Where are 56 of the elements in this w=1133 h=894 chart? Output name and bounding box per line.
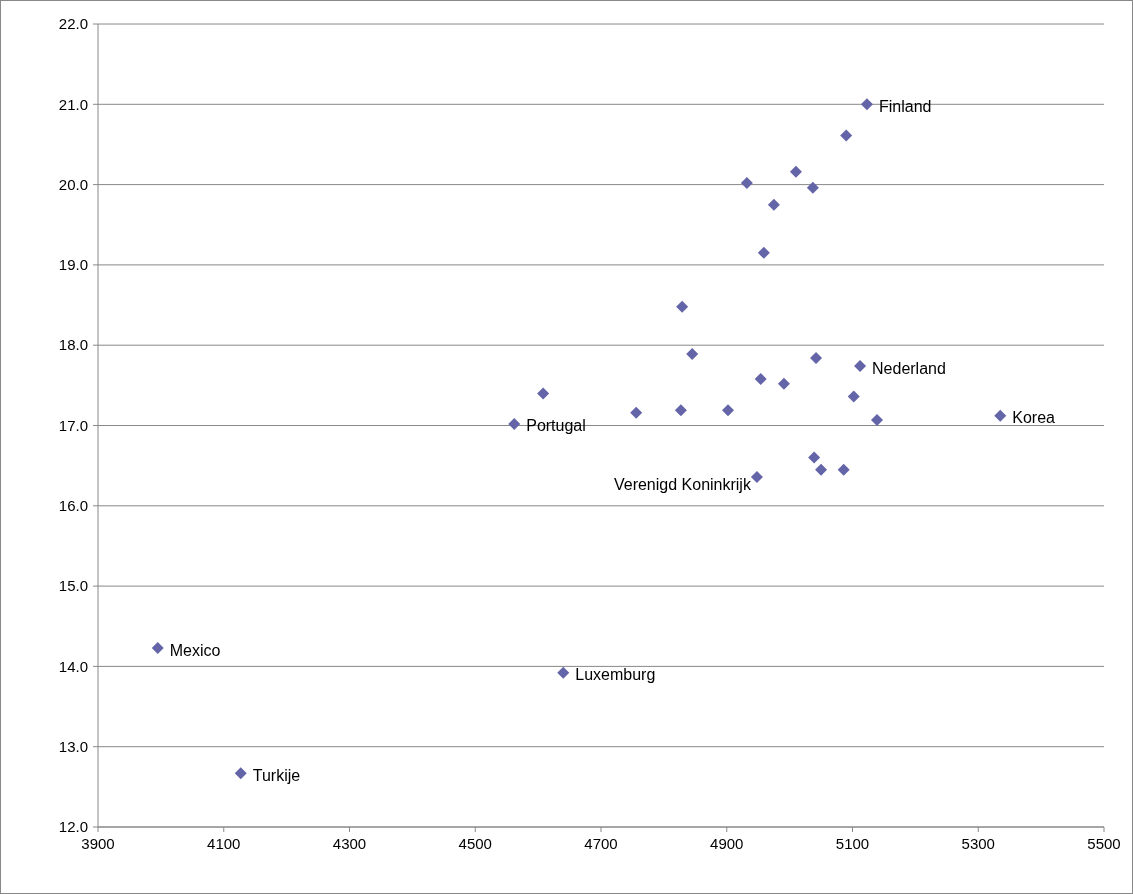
y-tick-label: 17.0: [58, 416, 88, 434]
x-tick-label: 4500: [458, 835, 492, 852]
point: [537, 387, 550, 400]
y-tick-label: 13.0: [58, 737, 88, 755]
point: [840, 129, 853, 142]
point: [750, 470, 763, 483]
point: [994, 409, 1007, 422]
y-tick-label: 18.0: [58, 336, 88, 354]
point: [151, 641, 164, 654]
point: [234, 767, 247, 780]
annotation: Verenigd Koninkrijk: [613, 476, 752, 494]
point: [754, 372, 767, 385]
annotation: Luxemburg: [575, 666, 656, 684]
y-tick-label: 15.0: [58, 577, 88, 595]
x-tick-label: 4300: [332, 835, 367, 852]
point: [854, 360, 867, 373]
annotation: Nederland: [872, 359, 946, 377]
point: [808, 451, 821, 464]
point: [789, 165, 802, 178]
point: [674, 404, 687, 417]
annotation: Mexico: [169, 641, 221, 659]
point: [557, 666, 570, 679]
point: [871, 413, 884, 426]
annotation: Turkije: [252, 766, 301, 784]
point: [757, 246, 770, 259]
point: [815, 463, 828, 476]
point: [860, 98, 873, 111]
annotation: Korea: [1012, 409, 1056, 427]
point: [630, 406, 643, 419]
point: [767, 198, 780, 211]
annotation: Finland: [878, 97, 932, 115]
x-tick-label: 5500: [1087, 835, 1121, 852]
y-tick-label: 12.0: [58, 818, 88, 836]
point: [847, 390, 860, 403]
y-tick-label: 22.0: [58, 15, 88, 33]
point: [777, 377, 790, 390]
point: [676, 300, 689, 313]
annotation: Portugal: [526, 417, 586, 435]
y-tick-label: 14.0: [58, 657, 88, 675]
point: [740, 176, 753, 189]
x-tick-label: 3900: [81, 835, 115, 852]
y-tick-label: 19.0: [58, 256, 88, 274]
y-tick-label: 20.0: [58, 175, 88, 193]
point: [722, 404, 735, 417]
point: [508, 417, 521, 430]
x-tick-label: 5100: [835, 835, 870, 852]
y-tick-label: 16.0: [58, 497, 88, 515]
point: [806, 181, 819, 194]
point: [837, 463, 850, 476]
point: [810, 352, 823, 365]
x-tick-label: 4100: [207, 835, 241, 852]
x-tick-label: 4700: [584, 835, 618, 852]
x-tick-label: 4900: [710, 835, 744, 852]
x-tick-label: 5300: [961, 835, 995, 852]
y-tick-label: 21.0: [58, 95, 88, 113]
point: [686, 348, 699, 361]
